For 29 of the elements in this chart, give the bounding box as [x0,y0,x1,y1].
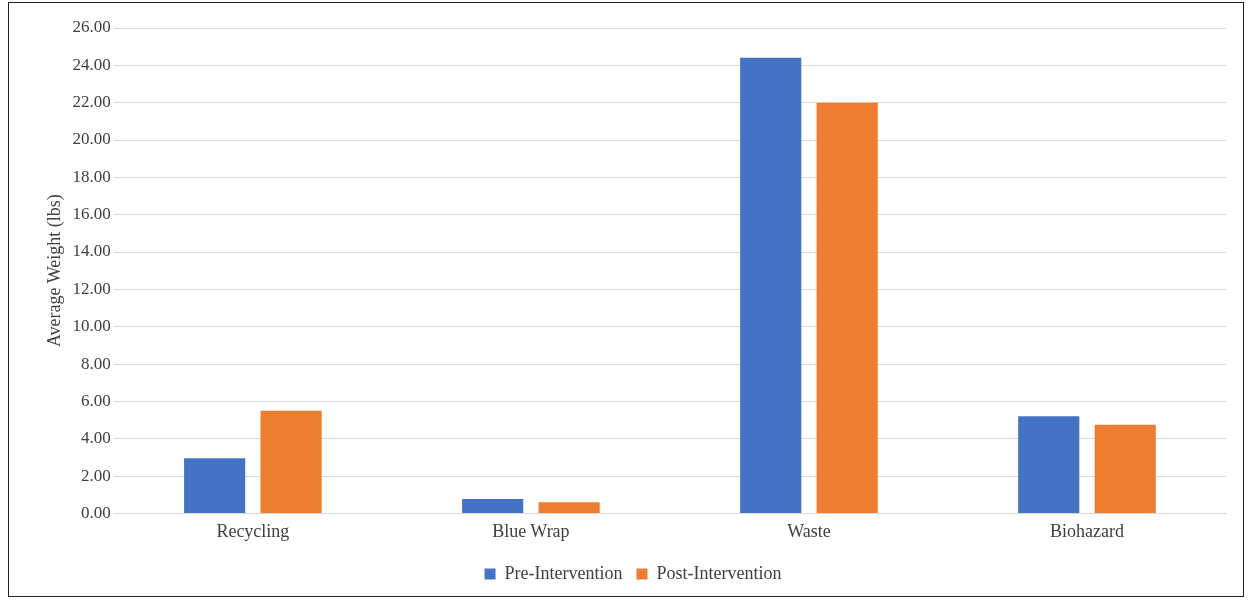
y-tick-label: 8.00 [81,353,111,373]
bar [538,502,600,513]
bar [816,102,878,513]
y-tick-label: 10.00 [72,316,111,336]
bar [184,458,246,513]
y-tick-label: 24.00 [72,54,111,74]
x-tick-label: Recycling [216,520,290,541]
x-tick-label: Waste [787,520,831,541]
legend-label: Pre-Intervention [504,562,623,583]
bar [260,410,322,513]
x-tick-label: Biohazard [1050,520,1124,541]
y-axis-title: Average Weight (lbs) [43,194,65,348]
legend-label: Post-Intervention [656,562,782,583]
y-tick-label: 12.00 [72,278,111,298]
y-tick-label: 22.00 [72,92,111,112]
x-tick-label: Blue Wrap [492,520,570,541]
y-tick-label: 16.00 [72,204,111,224]
y-tick-label: 6.00 [81,390,111,410]
y-tick-label: 20.00 [72,129,111,149]
y-tick-label: 0.00 [81,502,111,522]
y-tick-label: 4.00 [81,428,111,448]
bar [462,499,524,513]
bar [1018,416,1080,513]
bar [1094,424,1156,513]
y-tick-label: 2.00 [81,465,111,485]
bar [740,57,802,513]
y-tick-label: 14.00 [72,241,111,261]
y-tick-label: 18.00 [72,166,111,186]
y-tick-label: 26.00 [72,17,111,37]
